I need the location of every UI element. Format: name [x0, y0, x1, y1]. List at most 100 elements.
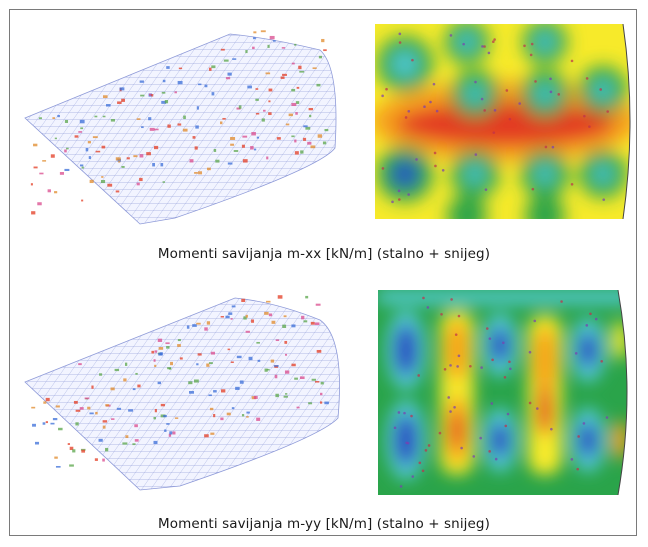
- moment-marker: [213, 390, 217, 393]
- moment-marker: [165, 342, 170, 345]
- moment-marker: [79, 119, 85, 124]
- node-marker: [549, 90, 553, 94]
- node-marker: [427, 444, 431, 447]
- moment-marker: [247, 85, 252, 89]
- moment-marker: [295, 101, 300, 104]
- moment-marker: [208, 394, 212, 397]
- moment-marker: [295, 112, 298, 115]
- node-marker: [484, 188, 488, 191]
- moment-marker: [39, 172, 44, 175]
- node-marker: [472, 455, 476, 458]
- moment-marker: [43, 401, 47, 404]
- moment-marker: [250, 146, 254, 150]
- node-marker: [492, 131, 496, 134]
- moment-marker: [227, 348, 230, 351]
- moment-marker: [66, 147, 69, 150]
- moment-marker: [154, 128, 159, 131]
- moment-marker: [255, 112, 260, 115]
- moment-marker: [84, 397, 90, 400]
- node-marker: [570, 458, 574, 461]
- moment-marker: [241, 298, 246, 303]
- moment-marker: [137, 384, 141, 388]
- moment-marker: [195, 125, 199, 129]
- moment-marker: [152, 162, 155, 167]
- moment-marker: [163, 415, 167, 418]
- moment-marker: [69, 446, 74, 451]
- moment-marker: [115, 157, 121, 161]
- moment-marker: [166, 346, 170, 349]
- caption-mxx: Momenti savijanja m-xx [kN/m] (stalno + …: [157, 246, 491, 262]
- moment-marker: [323, 49, 327, 52]
- moment-marker: [81, 199, 84, 202]
- node-marker: [423, 105, 426, 109]
- node-marker: [483, 109, 486, 112]
- moment-marker: [161, 91, 166, 94]
- node-marker: [435, 109, 439, 113]
- moment-marker: [266, 368, 270, 371]
- moment-marker: [275, 339, 280, 342]
- moment-marker: [220, 417, 224, 421]
- node-marker: [503, 375, 507, 379]
- node-marker: [502, 341, 505, 345]
- moment-marker: [135, 372, 138, 375]
- node-marker: [474, 153, 478, 156]
- moment-marker: [238, 105, 242, 109]
- node-marker: [594, 317, 598, 321]
- node-marker: [421, 469, 425, 473]
- node-marker: [385, 87, 388, 91]
- moment-marker: [277, 295, 283, 299]
- moment-marker: [54, 137, 57, 140]
- moment-marker: [94, 115, 98, 118]
- moment-marker: [268, 313, 273, 317]
- moment-marker: [115, 190, 120, 193]
- moment-marker: [211, 92, 215, 96]
- moment-marker: [267, 44, 270, 48]
- node-marker: [606, 110, 609, 113]
- moment-marker: [134, 439, 139, 442]
- moment-marker: [206, 321, 211, 325]
- node-marker: [585, 77, 589, 80]
- moment-marker: [79, 407, 84, 410]
- moment-marker: [206, 167, 211, 171]
- node-marker: [536, 407, 539, 410]
- moment-marker: [37, 202, 42, 206]
- node-marker: [381, 167, 385, 170]
- moment-marker: [168, 433, 172, 437]
- moment-marker: [275, 393, 279, 398]
- node-marker: [493, 109, 497, 112]
- moment-marker: [183, 115, 186, 120]
- moment-marker: [318, 55, 322, 59]
- moment-marker: [52, 417, 58, 421]
- moment-marker: [204, 84, 208, 88]
- moment-marker: [251, 319, 255, 323]
- node-marker: [453, 405, 456, 409]
- moment-marker: [263, 109, 266, 112]
- moment-marker: [172, 431, 176, 435]
- moment-marker: [305, 127, 311, 130]
- node-marker: [494, 457, 498, 461]
- moment-marker: [316, 349, 322, 353]
- moment-marker: [153, 440, 158, 445]
- moment-marker: [288, 113, 293, 117]
- node-marker: [490, 402, 494, 405]
- moment-marker: [253, 37, 256, 40]
- node-marker: [487, 51, 491, 55]
- node-marker: [417, 374, 421, 377]
- moment-marker: [220, 316, 224, 318]
- moment-marker: [33, 143, 38, 147]
- node-marker: [582, 422, 586, 425]
- moment-marker: [102, 420, 108, 423]
- node-marker: [479, 436, 482, 440]
- node-marker: [480, 366, 483, 369]
- moment-marker: [153, 416, 156, 420]
- moment-marker: [81, 449, 86, 453]
- moment-marker: [89, 412, 94, 415]
- moment-marker: [269, 35, 275, 40]
- moment-marker: [309, 114, 312, 118]
- moment-marker: [170, 361, 173, 366]
- moment-marker: [50, 422, 55, 425]
- node-marker: [443, 367, 447, 371]
- node-marker: [485, 327, 489, 330]
- moment-marker: [283, 395, 288, 398]
- moment-marker: [177, 344, 181, 347]
